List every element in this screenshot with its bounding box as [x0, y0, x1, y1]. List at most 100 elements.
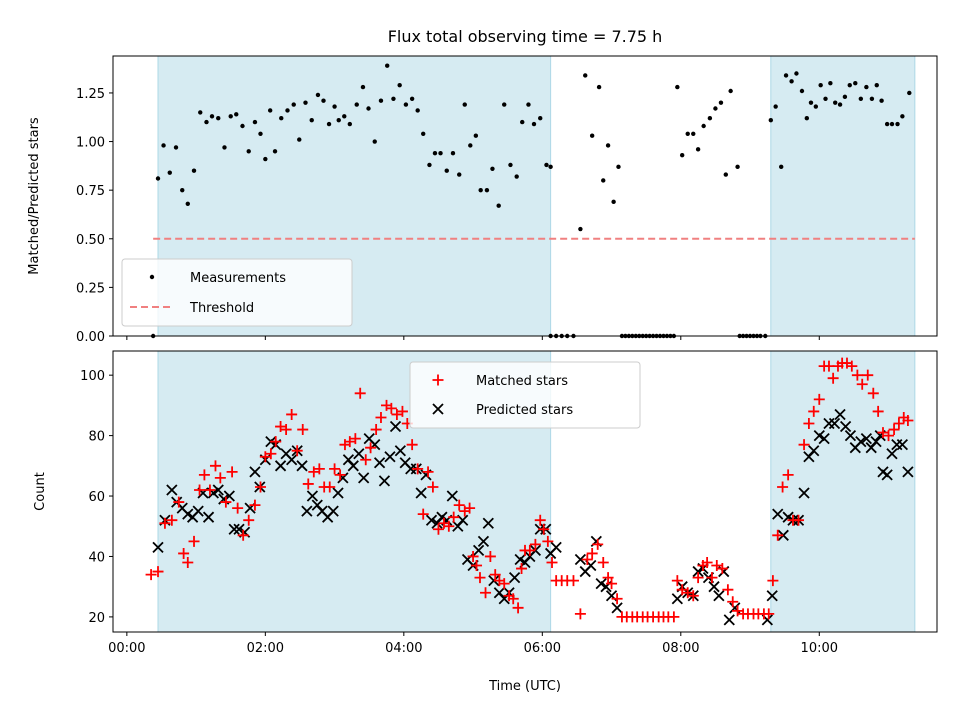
bottom-x-ticks: 00:00 02:00 04:00 06:00 08:00 10:00: [108, 632, 838, 656]
measurement-point: [336, 117, 341, 123]
top-legend: Measurements Threshold: [121, 258, 353, 327]
measurement-point: [216, 116, 221, 121]
matched-star-point: [846, 360, 858, 372]
bottom-legend: Matched stars Predicted stars: [409, 361, 641, 429]
measurement-point: [864, 84, 869, 90]
matched-star-point: [178, 547, 190, 559]
matched-star-point: [877, 427, 889, 439]
measurement-point: [354, 102, 359, 107]
matched-star-point: [883, 430, 895, 442]
matched-star-point: [313, 463, 325, 475]
matched-star-point: [808, 405, 820, 417]
predicted-star-point: [472, 544, 485, 557]
matched-star-point: [888, 424, 900, 436]
predicted-star-point: [415, 487, 427, 499]
measurement-point: [234, 112, 239, 117]
measurement-point: [818, 82, 823, 88]
matched-star-point: [529, 538, 541, 550]
predicted-star-point: [839, 420, 852, 433]
measurement-point: [596, 84, 602, 90]
matched-star-point: [270, 436, 282, 448]
matched-star-point: [516, 563, 528, 575]
measurement-point: [209, 114, 215, 119]
measurement-point: [804, 116, 810, 121]
measurement-point: [372, 139, 377, 144]
matched-star-point: [798, 439, 810, 451]
measurement-point: [874, 82, 879, 88]
matched-star-point: [220, 496, 232, 508]
matched-star-point: [592, 538, 604, 550]
predicted-star-point: [228, 523, 240, 535]
top-axes-frame: [112, 55, 938, 337]
matched-star-point: [391, 408, 403, 420]
predicted-star-point: [766, 590, 778, 602]
matched-star-point: [249, 499, 261, 511]
measurement-point: [496, 203, 501, 208]
predicted-star-point: [353, 448, 365, 460]
measurement-point: [468, 143, 473, 148]
measurement-point: [589, 133, 595, 138]
predicted-star-point: [286, 454, 298, 466]
measurement-point: [538, 116, 543, 121]
predicted-star-point: [886, 448, 898, 460]
measurement-point: [326, 121, 332, 127]
matched-star-point: [862, 369, 874, 381]
measurement-point: [783, 73, 789, 78]
measurement-point: [191, 168, 197, 173]
matched-star-point: [308, 466, 320, 478]
matched-star-point: [581, 553, 593, 565]
measurement-point: [409, 96, 415, 101]
measurement-point: [718, 100, 724, 105]
predicted-star-point: [212, 484, 224, 496]
matched-star-point: [803, 418, 815, 430]
measurement-point: [303, 100, 308, 105]
matched-star-point: [226, 466, 238, 478]
measurement-point: [837, 102, 843, 107]
matched-star-point: [902, 414, 914, 426]
x-tick-label: 04:00: [385, 641, 422, 656]
measurement-point: [884, 121, 890, 127]
measurement-point: [222, 145, 227, 150]
predicted-star-point: [482, 517, 494, 529]
matched-star-point: [872, 405, 884, 417]
measurement-point: [789, 79, 794, 84]
legend-matched-label: Matched stars: [476, 374, 568, 389]
predicted-star-point: [723, 614, 735, 626]
measurement-point: [246, 149, 251, 154]
measurement-point: [723, 172, 729, 177]
predicted-star-point: [327, 505, 339, 517]
matched-star-point: [567, 575, 579, 587]
matched-star-point: [602, 572, 614, 584]
predicted-star-point: [373, 457, 386, 469]
measurement-point: [279, 116, 284, 121]
measurement-point: [707, 116, 713, 121]
measurement-point: [853, 81, 858, 86]
measurement-point: [421, 131, 426, 136]
matched-star-point: [793, 514, 805, 526]
matched-star-point: [159, 517, 171, 529]
matched-star-point: [676, 584, 688, 596]
measurement-point: [432, 151, 438, 156]
measurement-point: [520, 119, 525, 125]
legend-matched-marker: [432, 374, 444, 386]
y-tick-label: 100: [80, 369, 105, 384]
measurement-point: [252, 119, 258, 125]
matched-star-point: [813, 393, 825, 405]
matched-star-point: [464, 502, 476, 514]
predicted-star-point: [818, 432, 830, 445]
top-panel: 0.00 0.25 0.50 0.75 1.00 1.25 Flux total obse…: [27, 27, 938, 345]
measurement-point: [583, 73, 588, 78]
measurement-point: [701, 123, 706, 129]
x-tick-label: 02:00: [247, 641, 284, 656]
bottom-y-ticks: 20 40 60 80 100: [80, 369, 113, 626]
predicted-star-point: [828, 417, 841, 430]
predicted-star-point: [477, 535, 490, 547]
measurement-point: [360, 84, 366, 90]
measurement-point: [173, 145, 179, 150]
matched-star-point: [763, 608, 775, 620]
y-tick-label: 80: [88, 430, 105, 445]
measurement-point: [869, 96, 875, 101]
chart-title: Flux total observing time = 7.75 h: [388, 27, 663, 46]
measurement-point: [478, 187, 483, 193]
y-tick-label: 0.75: [76, 184, 105, 199]
